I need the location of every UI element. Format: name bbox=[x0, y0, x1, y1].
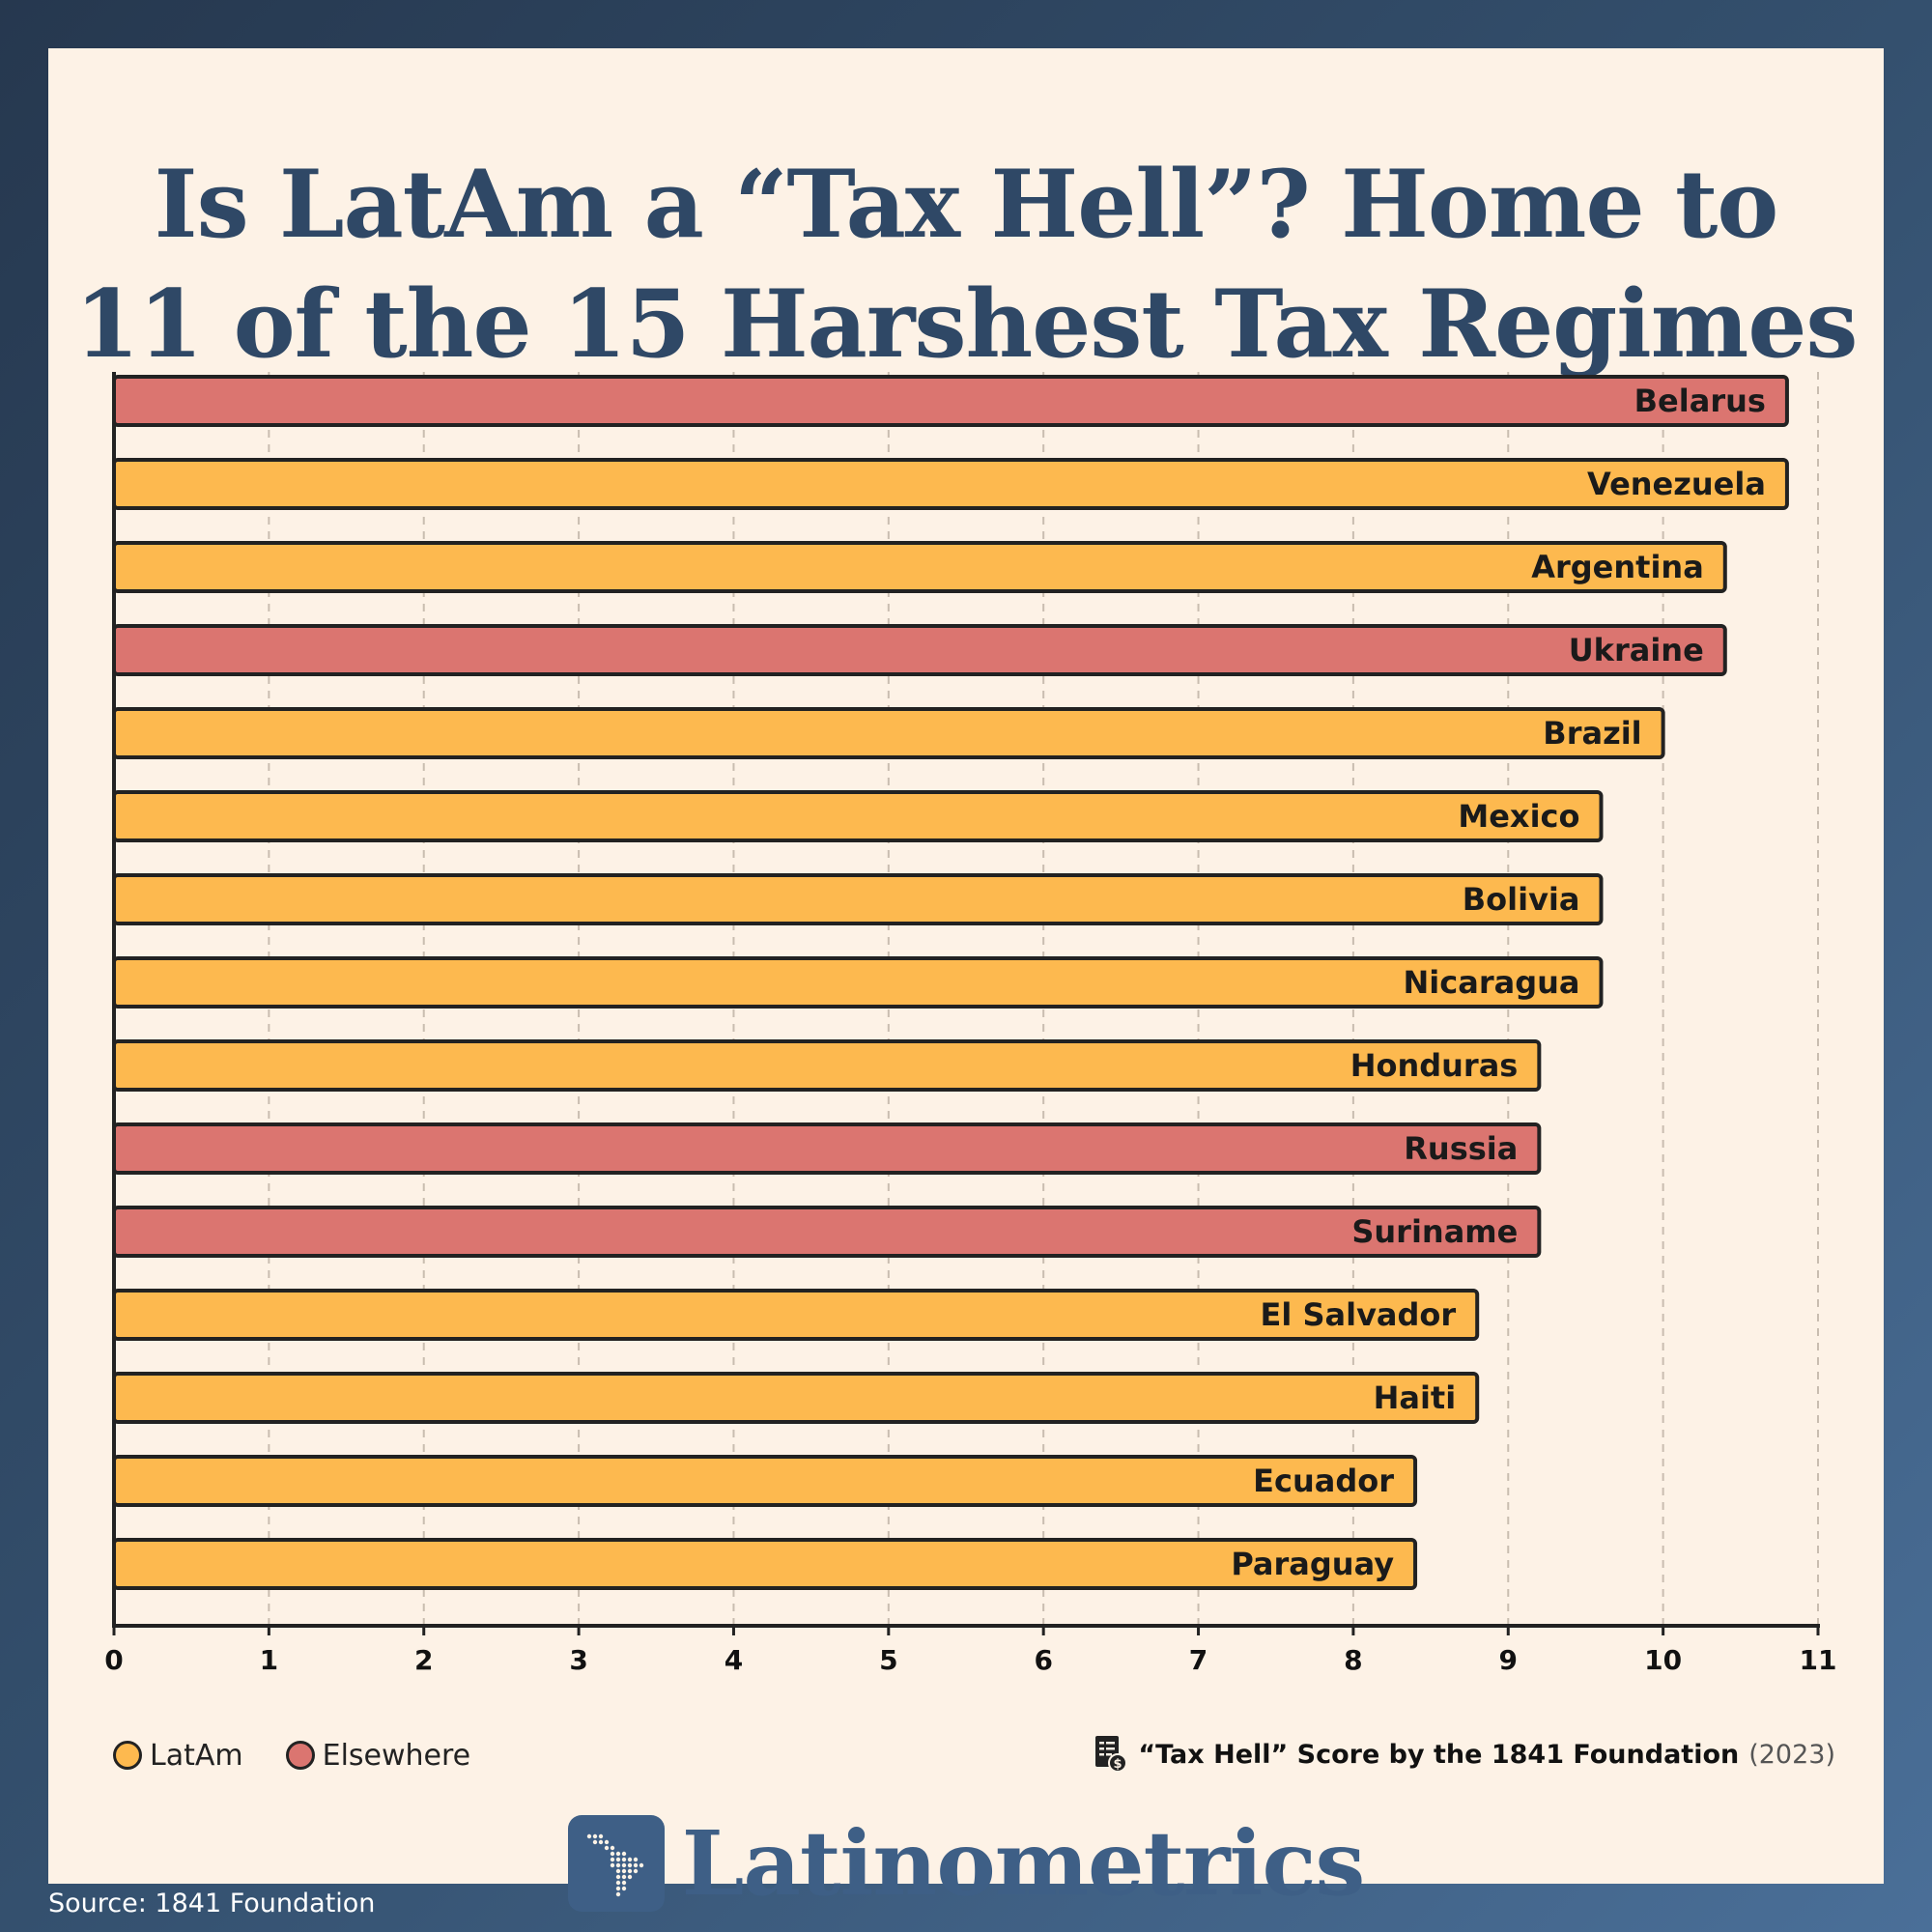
legend-label-elsewhere: Elsewhere bbox=[322, 1738, 471, 1773]
legend-item-latam: LatAm bbox=[113, 1739, 243, 1773]
bar-label: Russia bbox=[1404, 1130, 1518, 1167]
bar bbox=[112, 375, 1789, 427]
bar bbox=[112, 458, 1789, 510]
legend-swatch-latam bbox=[113, 1741, 142, 1770]
bar bbox=[112, 956, 1604, 1009]
tax-document-icon: $ bbox=[1095, 1736, 1128, 1773]
bar bbox=[112, 873, 1604, 925]
score-note-year: (2023) bbox=[1748, 1739, 1835, 1770]
x-tick-label: 10 bbox=[1644, 1644, 1682, 1676]
bar-label: Ecuador bbox=[1253, 1463, 1394, 1499]
x-tick-label: 2 bbox=[414, 1644, 433, 1676]
bar-chart: Belarus Venezuela Argentina Ukraine Brazil Me… bbox=[104, 372, 1837, 1676]
legend-swatch-elsewhere bbox=[285, 1741, 315, 1770]
legend-item-elsewhere: Elsewhere bbox=[285, 1738, 471, 1773]
brand-name: Latinometrics bbox=[681, 1811, 1366, 1916]
bar-label: Paraguay bbox=[1231, 1546, 1394, 1582]
title-line-1: Is LatAm a “Tax Hell”? Home to bbox=[154, 150, 1779, 259]
source-note: Source: 1841 Foundation bbox=[48, 1889, 376, 1918]
bar-label: Mexico bbox=[1458, 798, 1579, 835]
chart-card: Is LatAm a “Tax Hell”? Home to 11 of the… bbox=[48, 48, 1884, 1916]
bar bbox=[112, 541, 1727, 593]
title-line-2: 11 of the 15 Harshest Tax Regimes bbox=[74, 270, 1859, 379]
bar bbox=[112, 707, 1665, 759]
bar bbox=[112, 624, 1727, 676]
score-note: $ “Tax Hell” Score by the 1841 Foundatio… bbox=[1094, 1733, 1835, 1776]
x-tick-label: 6 bbox=[1034, 1644, 1052, 1676]
bar bbox=[112, 1039, 1542, 1092]
legend: LatAm Elsewhere bbox=[113, 1736, 470, 1775]
bar bbox=[112, 1206, 1542, 1258]
x-tick-label: 1 bbox=[260, 1644, 278, 1676]
latin-america-map-icon bbox=[567, 1815, 665, 1912]
x-tick-label: 8 bbox=[1344, 1644, 1362, 1676]
bar-label: El Salvador bbox=[1260, 1296, 1456, 1333]
bar-label: Honduras bbox=[1350, 1047, 1519, 1084]
chart-title: Is LatAm a “Tax Hell”? Home to 11 of the… bbox=[48, 145, 1884, 384]
x-tick-label: 0 bbox=[104, 1644, 123, 1676]
brand: Latinometrics bbox=[48, 1811, 1884, 1916]
svg-text:$: $ bbox=[1114, 1757, 1122, 1772]
legend-label-latam: LatAm bbox=[150, 1738, 243, 1773]
bar bbox=[112, 1455, 1418, 1507]
bar-label: Suriname bbox=[1351, 1213, 1518, 1250]
x-tick-label: 5 bbox=[879, 1644, 897, 1676]
bar-label: Ukraine bbox=[1569, 632, 1704, 668]
bar-label: Argentina bbox=[1531, 549, 1704, 585]
bar-label: Haiti bbox=[1374, 1379, 1457, 1416]
bar-label: Nicaragua bbox=[1404, 964, 1580, 1001]
x-tick-label: 7 bbox=[1189, 1644, 1208, 1676]
score-note-text: “Tax Hell” Score by the 1841 Foundation bbox=[1138, 1739, 1740, 1770]
x-tick-label: 3 bbox=[569, 1644, 587, 1676]
bar bbox=[112, 1122, 1542, 1175]
bar-label: Brazil bbox=[1543, 715, 1641, 752]
bar bbox=[112, 1538, 1418, 1590]
x-tick-label: 9 bbox=[1499, 1644, 1518, 1676]
x-tick-label: 11 bbox=[1800, 1644, 1837, 1676]
x-tick-label: 4 bbox=[724, 1644, 743, 1676]
bar-label: Bolivia bbox=[1463, 881, 1580, 918]
bar-label: Belarus bbox=[1634, 383, 1766, 419]
bar bbox=[112, 790, 1604, 842]
bar bbox=[112, 1372, 1480, 1424]
bar-label: Venezuela bbox=[1587, 466, 1766, 502]
